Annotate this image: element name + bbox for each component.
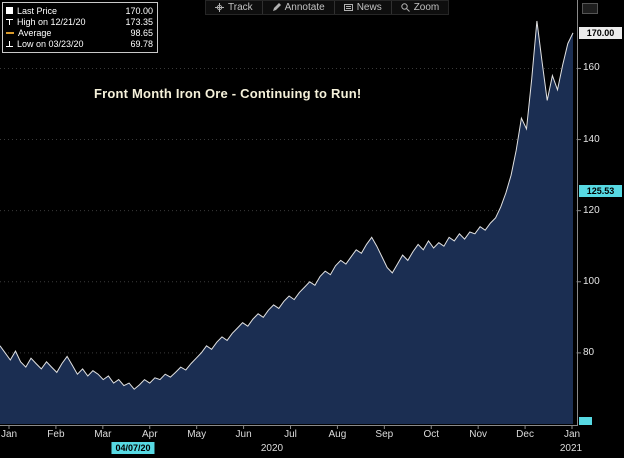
legend-row[interactable]: Last Price 170.00 bbox=[6, 5, 153, 16]
square-marker bbox=[6, 7, 13, 14]
toolbar-item-news[interactable]: News bbox=[333, 1, 391, 14]
y-tick-label: 100 bbox=[583, 275, 600, 287]
y-tick-label: 120 bbox=[583, 204, 600, 216]
legend-value: 170.00 bbox=[125, 5, 153, 16]
toolbar-item-track[interactable]: Track bbox=[206, 1, 262, 14]
legend-rows: Last Price 170.00 High on 12/21/20 173.35 Av… bbox=[6, 5, 153, 49]
chart-title-annotation[interactable]: Front Month Iron Ore - Continuing to Run… bbox=[94, 86, 362, 101]
toolbar: Track Annotate News Zoom bbox=[205, 0, 450, 15]
panel-toggle-button[interactable] bbox=[582, 3, 598, 14]
legend-row[interactable]: High on 12/21/20 173.35 bbox=[6, 16, 153, 27]
last-price-badge: 170.00 bbox=[579, 26, 622, 39]
y-tick-label: 80 bbox=[583, 346, 595, 358]
x-tick-label: Mar bbox=[94, 429, 112, 440]
x-tick-label: Dec bbox=[516, 429, 534, 440]
x-tick-label: Jun bbox=[235, 429, 252, 440]
y-tick-label: 160 bbox=[583, 62, 600, 74]
avg-marker bbox=[6, 31, 14, 34]
legend-label: Last Price bbox=[17, 5, 58, 16]
legend-value: 98.65 bbox=[130, 27, 153, 38]
legend-label: Average bbox=[18, 27, 52, 38]
x-tick-label: Oct bbox=[423, 429, 440, 440]
chart-legend: Last Price 170.00 High on 12/21/20 173.35 Av… bbox=[2, 2, 158, 53]
x-tick-label: Jan bbox=[563, 429, 581, 440]
high-marker bbox=[6, 18, 13, 25]
toolbar-item-label: News bbox=[356, 2, 382, 13]
x-tick-label: May bbox=[187, 429, 207, 440]
x-tick-label: Jan bbox=[0, 429, 18, 440]
toolbar-item-annotate[interactable]: Annotate bbox=[261, 1, 334, 14]
legend-row[interactable]: Low on 03/23/20 69.78 bbox=[6, 38, 153, 49]
year-label-2020: 2020 bbox=[260, 443, 284, 454]
y-tick-label: 140 bbox=[583, 133, 600, 145]
legend-row[interactable]: Average 98.65 bbox=[6, 27, 153, 38]
x-tick-label: Apr bbox=[141, 429, 158, 440]
track-icon bbox=[215, 3, 224, 12]
toolbar-item-zoom[interactable]: Zoom bbox=[390, 1, 449, 14]
crosshair-date-badge: 04/07/20 bbox=[111, 442, 155, 454]
x-tick-label: Aug bbox=[328, 429, 347, 440]
crosshair-value-badge: 125.53 bbox=[579, 185, 622, 197]
year-label-2021: 2021 bbox=[559, 443, 583, 454]
news-icon bbox=[343, 3, 353, 12]
x-axis: Jan Feb Mar Apr May Jun Jul Aug Sep Oct Nov Dec Jan … bbox=[0, 428, 582, 458]
toolbar-item-label: Track bbox=[228, 2, 253, 13]
low-marker bbox=[6, 40, 13, 47]
legend-value: 173.35 bbox=[125, 16, 153, 27]
x-tick-label: Jul bbox=[284, 429, 297, 440]
legend-label: High on 12/21/20 bbox=[17, 16, 86, 27]
y-axis: 80 100 120 140 160 170.00 125.53 bbox=[578, 0, 624, 458]
legend-value: 69.78 bbox=[130, 38, 153, 49]
toolbar-item-label: Zoom bbox=[413, 2, 440, 13]
zoom-icon bbox=[401, 3, 410, 12]
annotate-icon bbox=[272, 3, 281, 12]
legend-label: Low on 03/23/20 bbox=[17, 38, 84, 49]
x-tick-label: Sep bbox=[375, 429, 394, 440]
crosshair-corner-marker bbox=[579, 417, 592, 425]
toolbar-item-label: Annotate bbox=[284, 2, 325, 13]
x-tick-label: Feb bbox=[47, 429, 65, 440]
x-tick-label: Nov bbox=[469, 429, 488, 440]
